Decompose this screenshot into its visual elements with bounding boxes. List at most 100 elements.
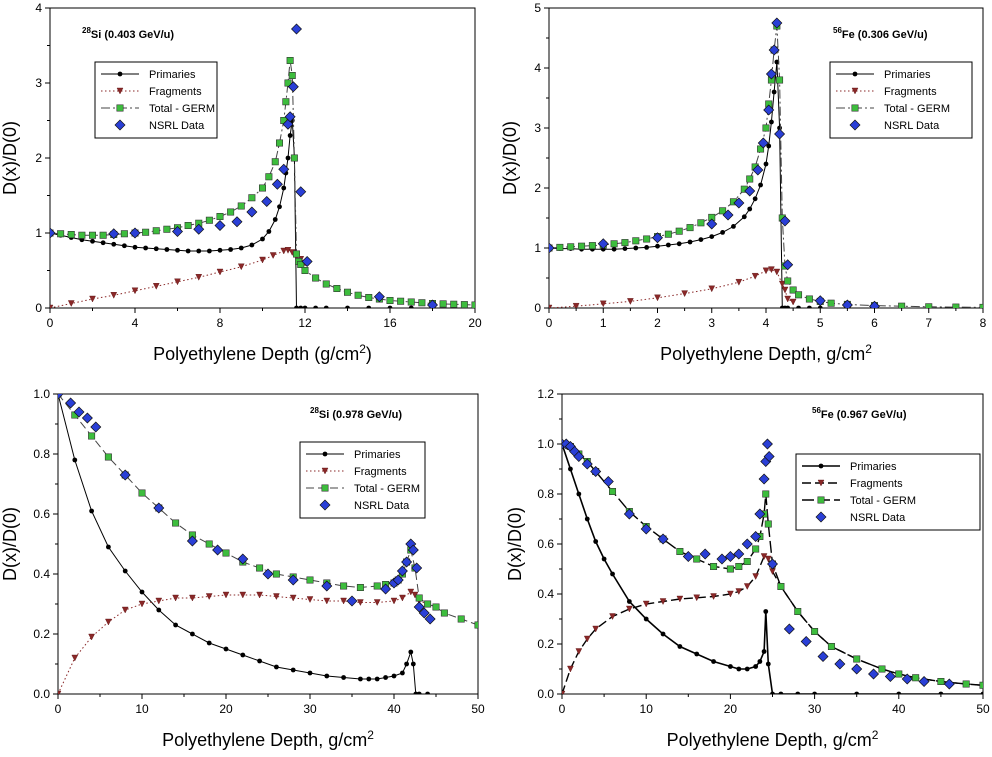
data-point — [708, 285, 716, 293]
data-point — [131, 287, 139, 295]
data-point — [301, 266, 309, 274]
data-point — [185, 248, 191, 254]
data-point — [256, 564, 264, 572]
data-point — [106, 544, 111, 550]
data-point — [416, 691, 422, 694]
plot-area — [50, 23, 475, 308]
data-point — [943, 678, 955, 690]
data-point — [980, 691, 983, 694]
x-axis-label: Polyethylene Depth (g/cm2) — [153, 342, 372, 364]
data-point — [78, 231, 86, 239]
data-point — [172, 226, 183, 237]
data-point — [681, 290, 688, 298]
x-tick-label: 0 — [559, 702, 566, 716]
x-axis-label: Polyethylene Depth, g/cm2 — [667, 728, 879, 750]
data-point — [67, 300, 75, 307]
data-point — [301, 256, 313, 267]
data-point — [794, 607, 802, 615]
data-point — [744, 666, 750, 672]
chart-title-element: Si (0.978 GeV/u) — [319, 409, 402, 421]
data-point — [292, 250, 300, 258]
data-point — [654, 294, 661, 302]
data-point — [139, 589, 145, 595]
data-point — [773, 268, 781, 276]
legend-marker — [817, 479, 825, 487]
data-point — [884, 671, 896, 682]
data-point — [754, 508, 766, 520]
series-nsrl-data — [58, 394, 436, 625]
data-point — [383, 675, 388, 680]
data-point — [425, 691, 430, 694]
data-point — [694, 651, 700, 657]
data-point — [272, 217, 278, 222]
data-point — [556, 243, 564, 251]
data-point — [762, 490, 770, 498]
x-axis-label-tail: ) — [366, 344, 372, 364]
data-point — [757, 145, 765, 153]
data-point — [312, 274, 320, 282]
data-point — [174, 278, 181, 286]
data-point — [710, 562, 718, 570]
data-point — [912, 674, 920, 682]
data-point — [768, 266, 775, 274]
data-point — [632, 237, 640, 245]
data-point — [205, 540, 213, 548]
plot-frame — [561, 393, 984, 695]
data-point — [751, 273, 759, 280]
data-point — [346, 595, 358, 607]
data-point — [67, 231, 75, 239]
data-point — [781, 286, 789, 294]
data-point — [757, 659, 763, 664]
legend-marker — [319, 499, 331, 511]
series-fragments — [58, 588, 431, 694]
data-point — [357, 599, 364, 606]
data-point — [71, 654, 79, 662]
data-point — [593, 539, 599, 544]
data-point — [827, 299, 835, 307]
data-point — [761, 438, 773, 450]
data-point — [111, 241, 117, 247]
chart-title: 56Fe (0.967 GeV/u) — [812, 406, 907, 421]
legend-label: NSRL Data — [884, 120, 940, 132]
data-point — [659, 598, 667, 605]
x-tick-label: 5 — [817, 316, 824, 330]
data-point — [89, 231, 97, 239]
data-point — [155, 597, 163, 605]
data-point — [764, 520, 772, 528]
data-point — [711, 659, 716, 664]
data-point — [271, 158, 279, 166]
data-point — [643, 235, 651, 243]
data-point — [287, 133, 293, 138]
data-point — [427, 299, 438, 308]
x-tick-label: 40 — [387, 702, 401, 716]
data-point — [601, 556, 607, 562]
data-point — [132, 244, 138, 250]
series-primaries — [562, 441, 983, 694]
legend-marker — [849, 119, 861, 131]
data-point — [322, 280, 330, 288]
data-point — [186, 535, 198, 547]
data-point — [73, 406, 85, 418]
data-point — [411, 562, 423, 574]
data-point — [373, 291, 385, 303]
data-point — [275, 139, 283, 147]
data-point — [807, 305, 812, 308]
x-tick-label: 1 — [600, 316, 607, 330]
data-point — [710, 593, 717, 600]
y-tick-label: 0.0 — [537, 687, 554, 701]
data-point — [163, 225, 171, 233]
data-point — [817, 651, 829, 662]
data-point — [410, 661, 416, 667]
data-point — [766, 143, 772, 149]
data-point — [626, 605, 633, 613]
data-point — [323, 597, 331, 605]
series-nsrl-data — [549, 17, 880, 308]
legend-marker — [322, 451, 328, 457]
data-point — [854, 691, 860, 694]
data-point — [763, 451, 775, 462]
data-point — [343, 288, 351, 296]
x-tick-label: 6 — [871, 316, 878, 330]
data-point — [273, 593, 280, 600]
data-point — [307, 670, 313, 676]
legend-marker — [116, 87, 124, 95]
